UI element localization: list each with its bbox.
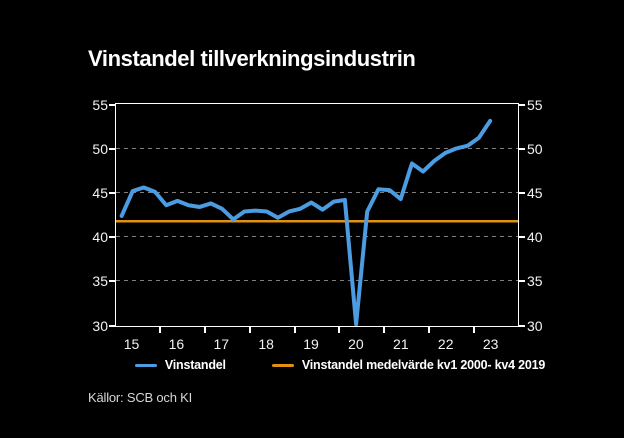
vinstandel-line xyxy=(119,118,493,326)
gridline xyxy=(116,280,518,282)
y-axis-tick-left xyxy=(109,236,115,239)
y-axis-label-left: 50 xyxy=(92,140,108,157)
legend-label-vinstandel: Vinstandel xyxy=(164,358,226,372)
x-axis-label: 19 xyxy=(303,336,319,352)
y-axis-label-right: 30 xyxy=(527,317,543,334)
y-axis-tick-left xyxy=(109,147,115,150)
y-axis-tick-left xyxy=(109,324,115,327)
x-axis-label: 22 xyxy=(437,336,454,352)
y-axis-tick-left xyxy=(109,103,115,106)
x-axis-label: 15 xyxy=(123,336,140,352)
x-axis-tick xyxy=(158,327,161,333)
x-axis-label: 17 xyxy=(213,336,230,352)
x-axis-tick xyxy=(203,327,206,333)
x-axis-label: 21 xyxy=(393,336,409,352)
gridline xyxy=(116,191,518,193)
x-axis-label: 16 xyxy=(168,336,185,352)
y-axis-label-left: 45 xyxy=(92,184,108,201)
y-axis-label-right: 35 xyxy=(527,273,543,290)
y-axis-label-right: 50 xyxy=(527,140,543,157)
y-axis-label-left: 35 xyxy=(92,273,108,290)
y-axis-label-left: 40 xyxy=(92,229,108,246)
y-axis-label-right: 45 xyxy=(527,184,543,201)
plot-area xyxy=(115,103,519,327)
y-axis-tick-left xyxy=(109,280,115,283)
x-axis-label: 23 xyxy=(482,336,499,352)
gridline xyxy=(116,147,518,149)
x-axis-tick xyxy=(248,327,251,333)
chart-title: Vinstandel tillverkningsindustrin xyxy=(88,46,416,71)
legend-line-sample-orange xyxy=(271,363,294,367)
legend-item-medelvarde: Vinstandel medelvärde kv1 2000- kv4 2019 xyxy=(271,358,546,372)
x-axis-label: 20 xyxy=(348,336,364,352)
legend-label-medelvarde: Vinstandel medelvärde kv1 2000- kv4 2019 xyxy=(301,358,546,372)
legend-item-vinstandel: Vinstandel xyxy=(134,358,226,372)
x-axis-tick xyxy=(473,327,476,333)
y-axis-tick-right xyxy=(519,147,525,150)
x-axis-tick xyxy=(383,327,386,333)
y-axis-tick-right xyxy=(519,236,525,239)
y-axis-label-right: 40 xyxy=(527,229,543,246)
y-axis-label-left: 55 xyxy=(92,96,108,113)
x-axis-label: 18 xyxy=(258,336,274,352)
y-axis-tick-right xyxy=(519,324,525,327)
x-axis-tick xyxy=(293,327,296,333)
y-axis-tick-right xyxy=(519,191,525,194)
legend-line-sample-blue xyxy=(134,363,157,367)
y-axis-tick-right xyxy=(519,103,525,106)
gridline xyxy=(116,236,518,238)
x-axis-tick xyxy=(338,327,341,333)
y-axis-label-left: 30 xyxy=(92,317,108,334)
y-axis-tick-right xyxy=(519,280,525,283)
y-axis-label-right: 55 xyxy=(527,96,543,113)
legend: Vinstandel Vinstandel medelvärde kv1 200… xyxy=(28,358,624,372)
series-svg xyxy=(116,118,518,326)
y-axis-tick-left xyxy=(109,191,115,194)
x-axis-tick xyxy=(428,327,431,333)
source-note: Källor: SCB och KI xyxy=(88,390,193,405)
